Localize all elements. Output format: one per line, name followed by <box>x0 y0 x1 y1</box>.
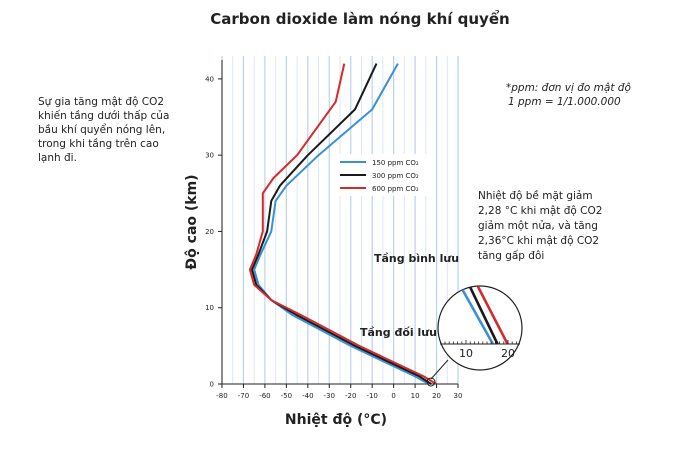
y-tick-label: 30 <box>205 152 214 160</box>
x-tick-label: 0 <box>391 392 395 400</box>
surface-note-line-3: giảm một nửa, và tăng <box>478 220 598 232</box>
series-layer <box>248 63 437 385</box>
x-tick-label: -20 <box>345 392 356 400</box>
left-note-line-2: khiến tầng dưới thấp của <box>38 110 169 122</box>
surface-note-line-5: tăng gấp đôi <box>478 250 544 262</box>
stratosphere-label: Tầng bình lưu <box>374 252 459 265</box>
zoom-line-300ppm <box>468 286 499 345</box>
series-line-600ppm <box>248 63 437 385</box>
x-tick-label: -40 <box>302 392 313 400</box>
zoom-axis <box>440 340 520 345</box>
zoom-line-150ppm <box>459 286 495 345</box>
x-tick-label: 30 <box>454 392 463 400</box>
series-line-150ppm <box>253 63 430 385</box>
zoom-source-marker <box>426 377 436 387</box>
zoom-tick-label-10: 10 <box>459 347 473 360</box>
chart-title: Carbon dioxide làm nóng khí quyển <box>210 9 509 28</box>
y-tick-label: 20 <box>205 228 214 236</box>
surface-note-line-2: 2,28 °C khi mật độ CO2 <box>478 205 602 217</box>
zoom-connector <box>430 359 449 380</box>
left-annotation: Sự gia tăng mật độ CO2 khiến tầng dưới t… <box>38 96 169 164</box>
x-tick-label: -70 <box>238 392 249 400</box>
x-tick-label: -50 <box>281 392 292 400</box>
x-axis-label: Nhiệt độ (°C) <box>285 412 387 428</box>
surface-annotation: Nhiệt độ bề mặt giảm 2,28 °C khi mật độ … <box>478 190 602 262</box>
legend-label-150ppm: 150 ppm CO₂ <box>372 159 419 167</box>
x-tick-label: -10 <box>366 392 377 400</box>
y-tick-label: 0 <box>210 381 214 389</box>
zoom-content <box>459 286 509 345</box>
troposphere-label: Tầng đối lưu <box>360 326 437 339</box>
x-tick-label: 20 <box>432 392 441 400</box>
left-note-line-3: bầu khí quyển nóng lên, <box>38 123 165 136</box>
legend-label-300ppm: 300 ppm CO₂ <box>372 172 419 180</box>
x-tick-label: -30 <box>324 392 335 400</box>
series-line-300ppm <box>251 63 432 385</box>
x-tick-label: 10 <box>411 392 420 400</box>
x-tick-label: -60 <box>259 392 270 400</box>
legend-label-600ppm: 600 ppm CO₂ <box>372 185 419 193</box>
x-tick-label: -80 <box>216 392 227 400</box>
surface-note-line-4: 2,36°C khi mật độ CO2 <box>478 235 599 247</box>
zoom-line-600ppm <box>476 286 509 345</box>
ppm-note-line-1: *ppm: đơn vị đo mật độ <box>506 82 631 94</box>
ppm-annotation: *ppm: đơn vị đo mật độ 1 ppm = 1/1.000.0… <box>506 82 631 108</box>
zoom-tick-label-20: 20 <box>501 347 515 360</box>
left-note-line-5: lạnh đi. <box>38 152 77 164</box>
y-axis-label: Độ cao (km) <box>184 174 200 269</box>
zoom-callout: 10 20 <box>437 285 523 371</box>
left-note-line-1: Sự gia tăng mật độ CO2 <box>38 96 164 108</box>
ppm-note-line-2: 1 ppm = 1/1.000.000 <box>508 96 621 108</box>
y-tick-label: 40 <box>205 75 214 83</box>
left-note-line-4: trong khi tầng trên cao <box>38 138 159 150</box>
y-tick-label: 10 <box>205 304 214 312</box>
zoom-circle <box>437 285 523 371</box>
tick-layer: -80 -70 -60 -50 -40 -30 -20 -10 0 10 20 30 0 10 20 30 40 <box>205 75 462 400</box>
legend: 150 ppm CO₂ 300 ppm CO₂ 600 ppm CO₂ <box>334 154 430 196</box>
surface-note-line-1: Nhiệt độ bề mặt giảm <box>478 190 593 202</box>
